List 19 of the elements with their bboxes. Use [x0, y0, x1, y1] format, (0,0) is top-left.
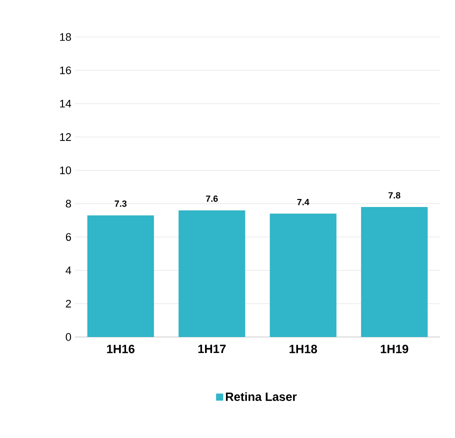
- y-tick-label: 2: [66, 300, 71, 308]
- x-tick-label: 1H17: [198, 344, 226, 353]
- y-tick-label: 0: [66, 333, 72, 341]
- x-tick-label: 1H18: [290, 344, 318, 354]
- legend-label: Retina Laser: [226, 392, 297, 401]
- y-tick-label: 14: [60, 100, 72, 108]
- x-tick-label: 1H16: [107, 344, 134, 354]
- y-tick-label: 4: [66, 266, 72, 274]
- y-tick-label: 6: [66, 233, 71, 241]
- y-tick-label: 12: [60, 133, 71, 141]
- data-label: 7.6: [206, 195, 218, 202]
- data-label: 7.3: [114, 200, 127, 207]
- data-label: 7.8: [388, 192, 400, 199]
- y-tick-label: 16: [60, 66, 71, 74]
- y-tick-label: 8: [66, 200, 71, 208]
- data-label: 7.4: [297, 198, 310, 206]
- x-tick-label: 1H19: [380, 344, 408, 354]
- y-tick-label: 18: [60, 33, 71, 41]
- y-tick-label: 10: [60, 166, 72, 174]
